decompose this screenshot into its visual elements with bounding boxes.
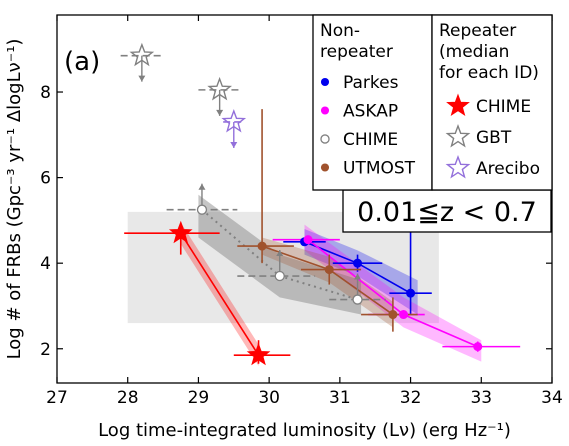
- limit-arrow-arecibo-0: [230, 141, 238, 148]
- legend-nonrep-label-parkes: Parkes: [343, 73, 399, 93]
- legend-nonrepeater: Non-repeater Parkes ASKAP CHIME UTMOST: [312, 14, 433, 191]
- line-chime-repeater: [180, 232, 260, 356]
- x-tick-label-5: 32: [400, 388, 422, 408]
- panel-label: (a): [64, 47, 100, 77]
- marker-utmost-0: [257, 241, 267, 251]
- marker-chime-repeater-0: [168, 220, 193, 244]
- legend-nonrep-marker-chime: [320, 134, 330, 144]
- marker-gbt-1: [207, 76, 233, 101]
- legend-rep-marker-chime: [446, 93, 470, 117]
- limit-arrow-gbt-1: [216, 109, 224, 116]
- marker-utmost-1: [324, 265, 334, 275]
- legend-nonrep-label-utmost: UTMOST: [343, 159, 416, 179]
- legend-nonrep-title-line-0: Non-: [320, 21, 360, 41]
- y-tick-label-1: 4: [40, 254, 51, 274]
- x-tick-label-2: 29: [188, 388, 210, 408]
- limit-arrow-chime-non-repeater-0: [198, 183, 206, 190]
- marker-askap-1: [399, 310, 408, 320]
- limit-arrow-chime-non-repeater-1: [276, 250, 284, 257]
- marker-layer: [129, 42, 483, 366]
- marker-askap-2: [473, 342, 483, 352]
- plot-frame: [56, 14, 553, 384]
- tick-layer: 27 28 29 30 31 32 33 34 2 4 6 8: [40, 15, 563, 408]
- marker-parkes-1: [353, 258, 363, 268]
- x-tick-label-1: 28: [117, 388, 139, 408]
- x-axis-label: Log time-integrated luminosity (Lν) (erg…: [98, 420, 511, 441]
- marker-arecibo-0: [221, 108, 247, 133]
- marker-chime-non-repeater-2: [352, 294, 363, 305]
- legend-rep-label-gbt: GBT: [476, 128, 512, 148]
- x-tick-label-3: 30: [258, 388, 280, 408]
- legend-rep-marker-arecibo: [445, 154, 471, 179]
- y-tick-label-0: 2: [40, 340, 51, 360]
- legend-nonrep-label-askap: ASKAP: [343, 102, 398, 122]
- marker-gbt-0: [129, 42, 155, 67]
- x-tick-label-6: 33: [470, 388, 492, 408]
- legend-rep-marker-gbt: [445, 123, 471, 148]
- x-tick-label-4: 31: [329, 388, 351, 408]
- y-axis-label: Log # of FRBs (Gpc⁻³ yr⁻¹ ΔlogLν⁻¹): [4, 39, 25, 360]
- x-tick-label-7: 34: [541, 388, 563, 408]
- marker-askap-0: [303, 235, 313, 245]
- legend-rep-title-line-0: Repeater: [439, 21, 516, 41]
- band-chime-non-repeater: [198, 194, 362, 315]
- y-tick-label-2: 6: [40, 169, 51, 189]
- legend-nonrep-marker-parkes: [320, 77, 330, 87]
- marker-chime-non-repeater-0: [196, 204, 208, 215]
- legend-rep-title-line-2: for each ID): [439, 63, 539, 83]
- y-tick-label-3: 8: [40, 83, 51, 103]
- legend-nonrep-title-line-1: repeater: [320, 42, 393, 62]
- limit-arrow-gbt-0: [138, 75, 146, 82]
- marker-utmost-2: [388, 310, 398, 320]
- z-range-label: 0.01≦z < 0.7: [357, 197, 537, 228]
- legend-nonrep-marker-askap: [320, 106, 330, 115]
- legend-nonrep-marker-utmost: [320, 163, 330, 172]
- marker-chime-repeater-1: [246, 342, 271, 366]
- marker-chime-non-repeater-1: [274, 270, 285, 282]
- legend-rep-label-arecibo: Arecibo: [476, 159, 540, 179]
- limit-arrow-chime-non-repeater-2: [354, 273, 362, 280]
- legend-nonrep-label-chime: CHIME: [343, 130, 398, 150]
- legend-rep-label-chime: CHIME: [476, 97, 531, 117]
- x-tick-label-0: 27: [46, 388, 68, 408]
- legend-rep-title-line-1: (median: [439, 42, 509, 62]
- band-utmost: [262, 237, 393, 328]
- marker-parkes-2: [406, 288, 416, 298]
- z-range-box: 0.01≦z < 0.7: [342, 189, 552, 233]
